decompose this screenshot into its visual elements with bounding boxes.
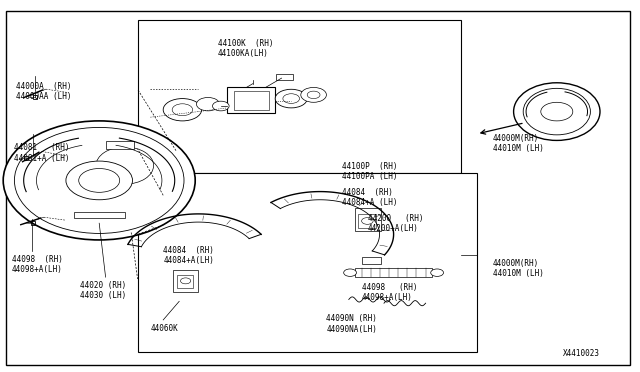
Text: 44000M(RH)
44010M (LH): 44000M(RH) 44010M (LH) [493, 259, 543, 278]
Bar [362, 257, 381, 264]
Circle shape [196, 97, 220, 111]
Text: X4410023: X4410023 [563, 349, 600, 358]
Circle shape [301, 87, 326, 102]
Text: 44000A  (RH)
44000AA (LH): 44000A (RH) 44000AA (LH) [16, 82, 72, 101]
Circle shape [541, 102, 573, 121]
Text: 44084  (RH)
44084+A(LH): 44084 (RH) 44084+A(LH) [163, 246, 214, 265]
Text: 44060K: 44060K [150, 324, 178, 333]
Circle shape [283, 94, 300, 103]
Bar [138, 173, 477, 352]
Circle shape [79, 169, 120, 192]
Circle shape [344, 269, 356, 276]
Circle shape [172, 104, 193, 116]
Bar [177, 275, 193, 288]
Bar [74, 212, 125, 218]
Bar [276, 74, 293, 80]
Text: 44084  (RH)
44084+A (LH): 44084 (RH) 44084+A (LH) [342, 188, 398, 207]
Bar [355, 208, 381, 231]
Text: 44090N (RH)
44090NA(LH): 44090N (RH) 44090NA(LH) [326, 314, 377, 334]
Bar [138, 20, 461, 173]
Bar [106, 141, 134, 149]
Text: 44000M(RH)
44010M (LH): 44000M(RH) 44010M (LH) [493, 134, 543, 153]
Text: 44100K  (RH)
44100KA(LH): 44100K (RH) 44100KA(LH) [218, 39, 273, 58]
Text: 44098  (RH)
44098+A(LH): 44098 (RH) 44098+A(LH) [12, 255, 62, 274]
Ellipse shape [3, 121, 195, 240]
Ellipse shape [523, 89, 590, 135]
Circle shape [275, 89, 307, 108]
Circle shape [163, 99, 202, 121]
Circle shape [362, 218, 373, 224]
Bar [358, 214, 376, 228]
Text: 44100P  (RH)
44100PA (LH): 44100P (RH) 44100PA (LH) [342, 162, 398, 181]
Text: 44200   (RH)
44200+A(LH): 44200 (RH) 44200+A(LH) [368, 214, 424, 233]
Bar [355, 268, 432, 277]
Text: 44081   (RH)
44081+A (LH): 44081 (RH) 44081+A (LH) [14, 143, 70, 163]
Circle shape [212, 101, 229, 111]
Circle shape [66, 161, 132, 200]
Circle shape [307, 91, 320, 99]
Bar [173, 270, 198, 292]
Ellipse shape [96, 147, 154, 184]
Text: 44098   (RH)
44098+A(LH): 44098 (RH) 44098+A(LH) [362, 283, 417, 302]
Bar [227, 87, 275, 113]
Bar [234, 91, 269, 110]
Circle shape [180, 278, 191, 284]
Circle shape [431, 269, 444, 276]
Ellipse shape [14, 127, 184, 234]
Text: 44020 (RH)
44030 (LH): 44020 (RH) 44030 (LH) [80, 281, 126, 300]
Ellipse shape [513, 83, 600, 141]
